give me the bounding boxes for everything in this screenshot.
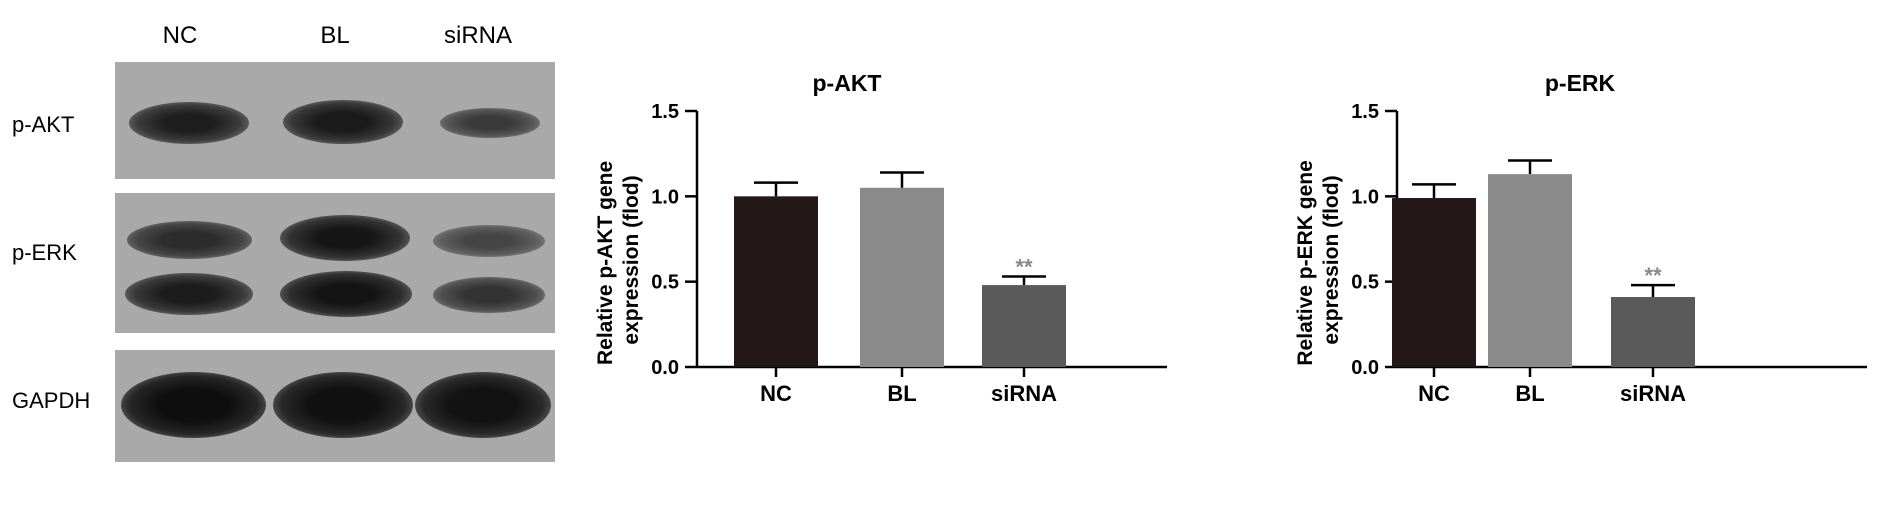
bar-bl: [1488, 174, 1572, 367]
blot-strip-gapdh: [115, 350, 555, 462]
x-tick-label: BL: [1515, 381, 1544, 406]
bar-bl: [860, 187, 944, 367]
chart-title: p-ERK: [1545, 70, 1616, 96]
western-blot-panel: NC BL siRNA p-AKT p-ERK GAPDH: [0, 0, 580, 512]
blot-band: [280, 271, 412, 317]
blot-band: [433, 225, 545, 257]
x-tick-label: NC: [1418, 381, 1450, 406]
row-label-p-akt: p-AKT: [12, 112, 75, 137]
blot-band: [127, 221, 252, 259]
x-tick-label: BL: [887, 381, 916, 406]
y-tick-label: 1.0: [651, 186, 679, 208]
significance-marker: **: [1015, 255, 1033, 280]
bar-sirna: [982, 285, 1066, 367]
y-tick-label: 0.5: [651, 272, 679, 294]
bar-sirna: [1611, 297, 1695, 367]
blot-band: [273, 372, 413, 438]
blot-strip-p-akt: [115, 62, 555, 179]
y-tick-label: 1.5: [651, 101, 679, 123]
y-axis-label: Relative p-AKT gene expression (flod): [594, 155, 643, 365]
bar-chart-p-akt: p-AKT Relative p-AKT gene expression (fl…: [594, 70, 1167, 406]
blot-band: [125, 273, 253, 315]
x-tick-label: siRNA: [1620, 381, 1686, 406]
lane-label-nc: NC: [162, 22, 198, 49]
y-tick-label: 1.0: [1351, 186, 1379, 208]
blot-band: [280, 215, 410, 261]
blot-strip-p-erk: [115, 193, 555, 333]
blot-band: [415, 372, 551, 438]
bar-nc: [1392, 198, 1476, 367]
y-tick-label: 0.0: [1351, 357, 1379, 379]
bar-nc: [734, 196, 818, 367]
lane-label-sirna: siRNA: [443, 22, 513, 49]
y-axis-label: Relative p-ERK gene expression (flod): [1294, 154, 1343, 365]
y-tick-label: 0.5: [1351, 272, 1379, 294]
row-label-p-erk: p-ERK: [12, 240, 77, 265]
blot-band: [440, 108, 540, 138]
bar-chart-p-erk: p-ERK Relative p-ERK gene expression (fl…: [1294, 70, 1867, 406]
blot-band: [283, 100, 403, 144]
significance-marker: **: [1644, 263, 1662, 288]
y-tick-label: 0.0: [651, 357, 679, 379]
blot-band: [129, 102, 249, 144]
x-tick-label: siRNA: [991, 381, 1057, 406]
lane-label-bl: BL: [320, 22, 350, 49]
chart-title: p-AKT: [813, 70, 882, 96]
blot-band: [433, 277, 545, 313]
row-label-gapdh: GAPDH: [12, 388, 91, 413]
blot-band: [121, 372, 266, 438]
y-tick-label: 1.5: [1351, 101, 1379, 123]
x-tick-label: NC: [760, 381, 792, 406]
